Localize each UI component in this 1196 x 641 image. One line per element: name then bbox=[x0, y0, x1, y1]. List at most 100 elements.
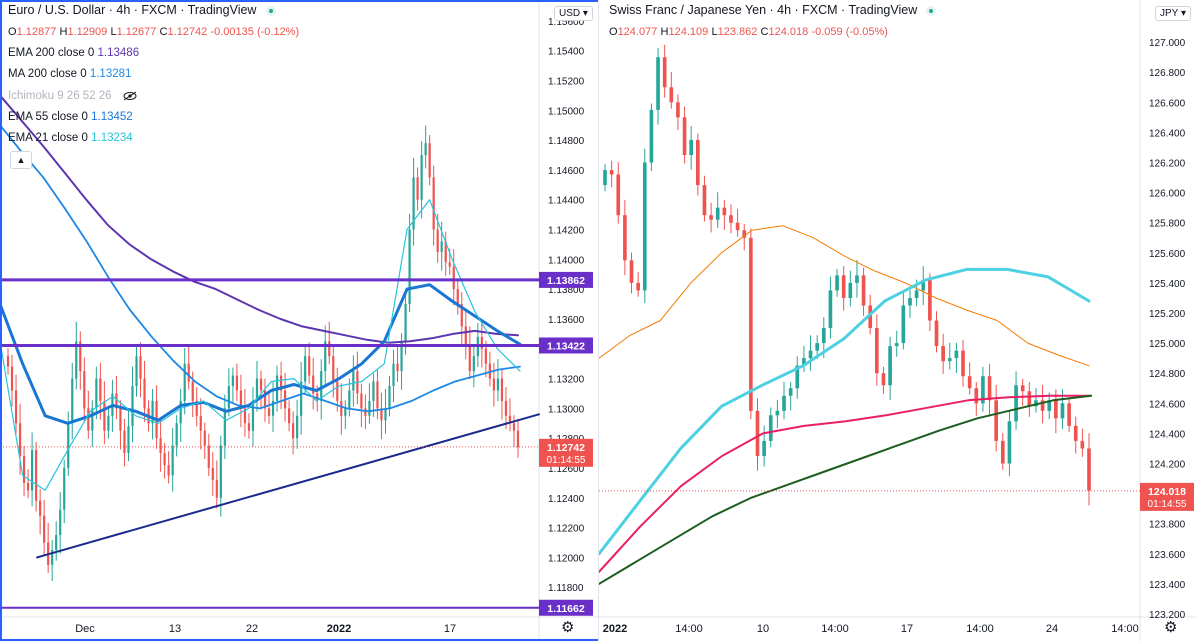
eurusd-chart-pane[interactable]: 1.15600 1.15400 1.15200 1.15000 1.14800 1.146… bbox=[0, 0, 600, 641]
candle-body bbox=[1020, 385, 1025, 392]
y-tick-label: 126.800 bbox=[1149, 68, 1186, 79]
candle-body bbox=[815, 343, 819, 351]
candle-body bbox=[875, 328, 879, 374]
chfjpy-chart-pane[interactable]: 127.000 126.800 126.600 126.400 126.200 126.0… bbox=[598, 0, 1196, 641]
candle-body bbox=[715, 207, 720, 220]
candle-body bbox=[151, 400, 154, 424]
candle-body bbox=[412, 177, 415, 230]
candle-body bbox=[227, 386, 230, 409]
indicator-ema200[interactable]: EMA 200 close 0 1.13486 bbox=[8, 47, 140, 59]
countdown-label-right: 01:14:55 bbox=[1148, 499, 1187, 510]
indicator-ema55[interactable]: EMA 55 close 0 1.13452 bbox=[8, 111, 133, 123]
candle-body bbox=[87, 408, 90, 431]
candle-body bbox=[312, 375, 315, 394]
candle-body bbox=[448, 262, 451, 267]
candle-body bbox=[263, 390, 267, 409]
candle-body bbox=[855, 275, 859, 283]
indicator-ema21[interactable]: EMA 21 close 0 1.13234 bbox=[8, 132, 133, 144]
time-axis-label-right: 10 bbox=[757, 623, 769, 635]
candle-body bbox=[139, 356, 142, 379]
candle-body bbox=[642, 162, 647, 291]
settings-gear-icon-right[interactable]: ⚙ bbox=[1164, 619, 1178, 636]
y-tick-label: 1.14200 bbox=[548, 226, 585, 237]
candle-body bbox=[424, 143, 427, 156]
candle-body bbox=[440, 241, 443, 252]
currency-selector-right[interactable]: JPY ▾ bbox=[1155, 6, 1191, 21]
candle-body bbox=[135, 356, 138, 387]
candle-body bbox=[279, 375, 283, 391]
candle-body bbox=[981, 376, 985, 404]
candle-body bbox=[215, 479, 218, 498]
candle-body bbox=[304, 356, 307, 382]
candle-body bbox=[404, 304, 407, 342]
candle-body bbox=[348, 390, 351, 409]
candle-body bbox=[848, 282, 853, 298]
y-tick-label: 1.15000 bbox=[548, 106, 585, 117]
candle-body bbox=[223, 408, 226, 446]
candle-body bbox=[987, 376, 992, 401]
candle-body bbox=[444, 241, 447, 263]
candle-body bbox=[1047, 400, 1052, 411]
candle-body bbox=[508, 415, 512, 424]
y-tick-label: 1.15200 bbox=[548, 77, 585, 88]
candle-body bbox=[67, 423, 70, 468]
level-price-badge bbox=[539, 337, 593, 354]
y-tick-label: 125.400 bbox=[1149, 279, 1186, 290]
candle-body bbox=[79, 341, 82, 372]
symbol-title[interactable]: Euro / U.S. Dollar · 4h · FXCM · Trading… bbox=[8, 3, 257, 17]
candle-body bbox=[775, 410, 780, 416]
y-tick-label: 1.14600 bbox=[548, 166, 585, 177]
candle-body bbox=[941, 346, 945, 362]
y-tick-label: 1.13200 bbox=[548, 375, 585, 386]
candle-body bbox=[6, 356, 10, 367]
orange-ma-line bbox=[599, 225, 1090, 367]
last-price-badge bbox=[539, 438, 593, 467]
candle-body bbox=[119, 408, 122, 431]
candle-body bbox=[755, 410, 760, 456]
candle-body bbox=[974, 388, 979, 404]
candle-body bbox=[115, 393, 118, 409]
hidden-eye-icon[interactable] bbox=[123, 85, 137, 106]
time-axis-label: 13 bbox=[169, 623, 181, 635]
candle-body bbox=[512, 423, 516, 431]
candle-body bbox=[994, 400, 999, 441]
indicator-ma200[interactable]: MA 200 close 0 1.13281 bbox=[8, 68, 132, 80]
candle-body bbox=[259, 378, 263, 391]
y-tick-label: 127.000 bbox=[1149, 38, 1186, 49]
candle-body bbox=[51, 549, 54, 565]
candle-body bbox=[127, 426, 130, 454]
candle-body bbox=[131, 386, 134, 427]
level-price-label: 1.11662 bbox=[547, 603, 585, 615]
ema200-line bbox=[0, 94, 519, 344]
candle-body bbox=[231, 375, 234, 387]
y-tick-label: 125.000 bbox=[1149, 339, 1186, 350]
candle-body bbox=[828, 290, 833, 329]
candle-body bbox=[396, 363, 399, 372]
candle-body bbox=[649, 109, 654, 163]
candle-body bbox=[267, 408, 271, 416]
y-tick-label: 124.600 bbox=[1149, 399, 1186, 410]
candle-body bbox=[868, 305, 873, 329]
indicator-ichimoku[interactable]: Ichimoku 9 26 52 26 bbox=[8, 85, 299, 107]
collapse-legend-button[interactable]: ▲ bbox=[10, 151, 32, 169]
candle-body bbox=[1000, 440, 1005, 464]
low-value-right: 123.862 bbox=[717, 26, 758, 38]
candle-body bbox=[167, 464, 170, 476]
last-price-label: 1.12742 bbox=[547, 442, 585, 454]
eurusd-chart-svg[interactable]: 1.15600 1.15400 1.15200 1.15000 1.14800 1.146… bbox=[0, 0, 598, 641]
level-price-label: 1.13862 bbox=[547, 275, 585, 287]
y-tick-label: 1.12600 bbox=[548, 464, 585, 475]
candle-body bbox=[39, 500, 42, 516]
candle-body bbox=[143, 378, 146, 409]
y-tick-label: 124.800 bbox=[1149, 369, 1186, 380]
currency-selector[interactable]: USD ▾ bbox=[554, 6, 593, 21]
candle-body bbox=[702, 185, 707, 216]
candle-body bbox=[894, 343, 899, 347]
settings-gear-icon[interactable]: ⚙ bbox=[561, 619, 575, 636]
time-axis-label-right: 24 bbox=[1046, 623, 1058, 635]
chfjpy-chart-svg[interactable]: 127.000 126.800 126.600 126.400 126.200 126.0… bbox=[599, 0, 1196, 641]
candle-body bbox=[107, 415, 110, 431]
candle-body bbox=[195, 400, 198, 416]
close-value-right: 124.018 bbox=[768, 26, 809, 38]
symbol-title-right[interactable]: Swiss Franc / Japanese Yen · 4h · FXCM ·… bbox=[609, 3, 918, 17]
